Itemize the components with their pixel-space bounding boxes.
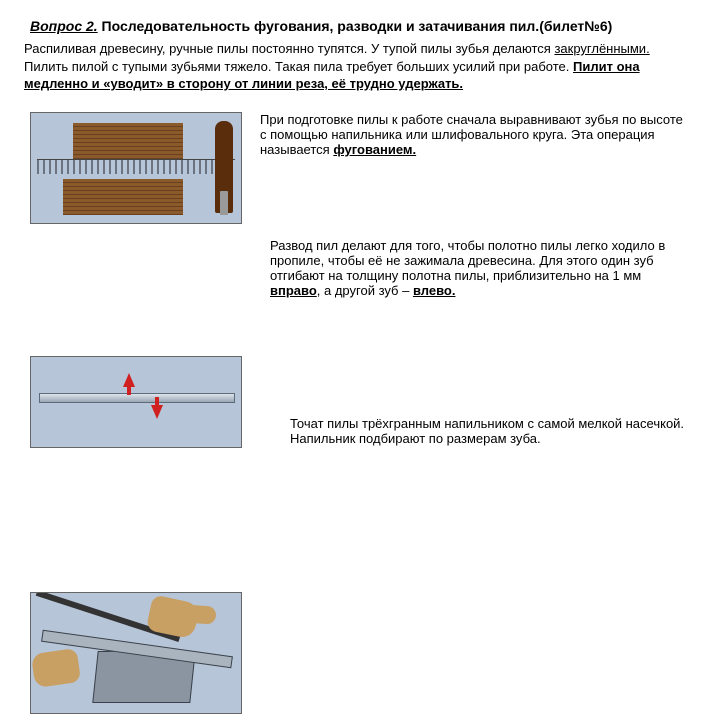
intro-underline-1: закруглёнными. <box>554 41 649 56</box>
file-tool-icon <box>215 121 233 213</box>
heading-rest: Последовательность фугования, разводки и… <box>98 18 613 34</box>
section-sharpening-text: Точат пилы трёхгранным напильником с сам… <box>290 416 690 446</box>
section-setting-text: Развод пил делают для того, чтобы полотн… <box>270 238 690 298</box>
wood-board-icon <box>63 179 183 215</box>
term-right: вправо <box>270 283 317 298</box>
heading-lead: Вопрос 2. <box>30 18 98 34</box>
hand-icon <box>31 648 81 688</box>
text-2b: , а другой зуб – <box>317 283 413 298</box>
text-1: При подготовке пилы к работе сначала выр… <box>260 112 683 157</box>
intro-paragraph: Распиливая древесину, ручные пилы постоя… <box>24 40 696 93</box>
text-3: Точат пилы трёхгранным напильником с сам… <box>290 416 684 446</box>
text-2a: Развод пил делают для того, чтобы полотн… <box>270 238 665 283</box>
figure-sharpening <box>30 592 242 714</box>
intro-text-1: Распиливая древесину, ручные пилы постоя… <box>24 41 554 56</box>
figure-setting <box>30 356 242 448</box>
arrow-up-icon <box>123 373 135 387</box>
intro-text-2: Пилить пилой с тупыми зубьями тяжело. Та… <box>24 59 573 74</box>
saw-blade-icon <box>39 393 235 403</box>
section-jointing-text: При подготовке пилы к работе сначала выр… <box>260 112 690 157</box>
term-left: влево. <box>413 283 456 298</box>
saw-teeth-icon <box>37 159 235 174</box>
wood-board-icon <box>73 123 183 159</box>
term-jointing: фугованием. <box>333 142 416 157</box>
heading-question: Вопрос 2. Последовательность фугования, … <box>30 18 700 34</box>
figure-jointing <box>30 112 242 224</box>
arrow-down-icon <box>151 405 163 419</box>
